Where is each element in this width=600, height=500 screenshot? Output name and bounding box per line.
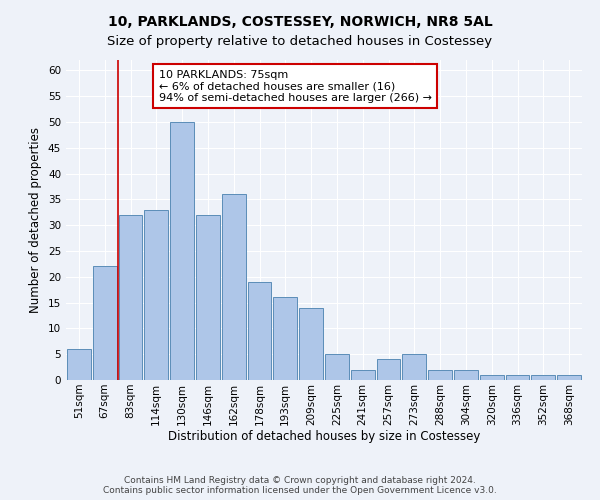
Bar [299, 308, 323, 380]
Y-axis label: Number of detached properties: Number of detached properties [29, 127, 43, 313]
Text: 10, PARKLANDS, COSTESSEY, NORWICH, NR8 5AL: 10, PARKLANDS, COSTESSEY, NORWICH, NR8 5… [107, 15, 493, 29]
Bar [248, 282, 271, 380]
Text: Size of property relative to detached houses in Costessey: Size of property relative to detached ho… [107, 35, 493, 48]
Bar [351, 370, 374, 380]
Bar [454, 370, 478, 380]
Bar [145, 210, 168, 380]
Bar [532, 375, 555, 380]
Bar [428, 370, 452, 380]
Bar [403, 354, 426, 380]
Bar [557, 375, 581, 380]
Bar [506, 375, 529, 380]
Bar [196, 215, 220, 380]
Bar [377, 360, 400, 380]
Bar [274, 298, 297, 380]
Bar [325, 354, 349, 380]
Bar [119, 215, 142, 380]
Text: 10 PARKLANDS: 75sqm
← 6% of detached houses are smaller (16)
94% of semi-detache: 10 PARKLANDS: 75sqm ← 6% of detached hou… [159, 70, 432, 103]
Bar [93, 266, 116, 380]
Bar [222, 194, 245, 380]
Bar [170, 122, 194, 380]
Bar [480, 375, 503, 380]
Bar [67, 349, 91, 380]
X-axis label: Distribution of detached houses by size in Costessey: Distribution of detached houses by size … [168, 430, 480, 444]
Text: Contains HM Land Registry data © Crown copyright and database right 2024.
Contai: Contains HM Land Registry data © Crown c… [103, 476, 497, 495]
